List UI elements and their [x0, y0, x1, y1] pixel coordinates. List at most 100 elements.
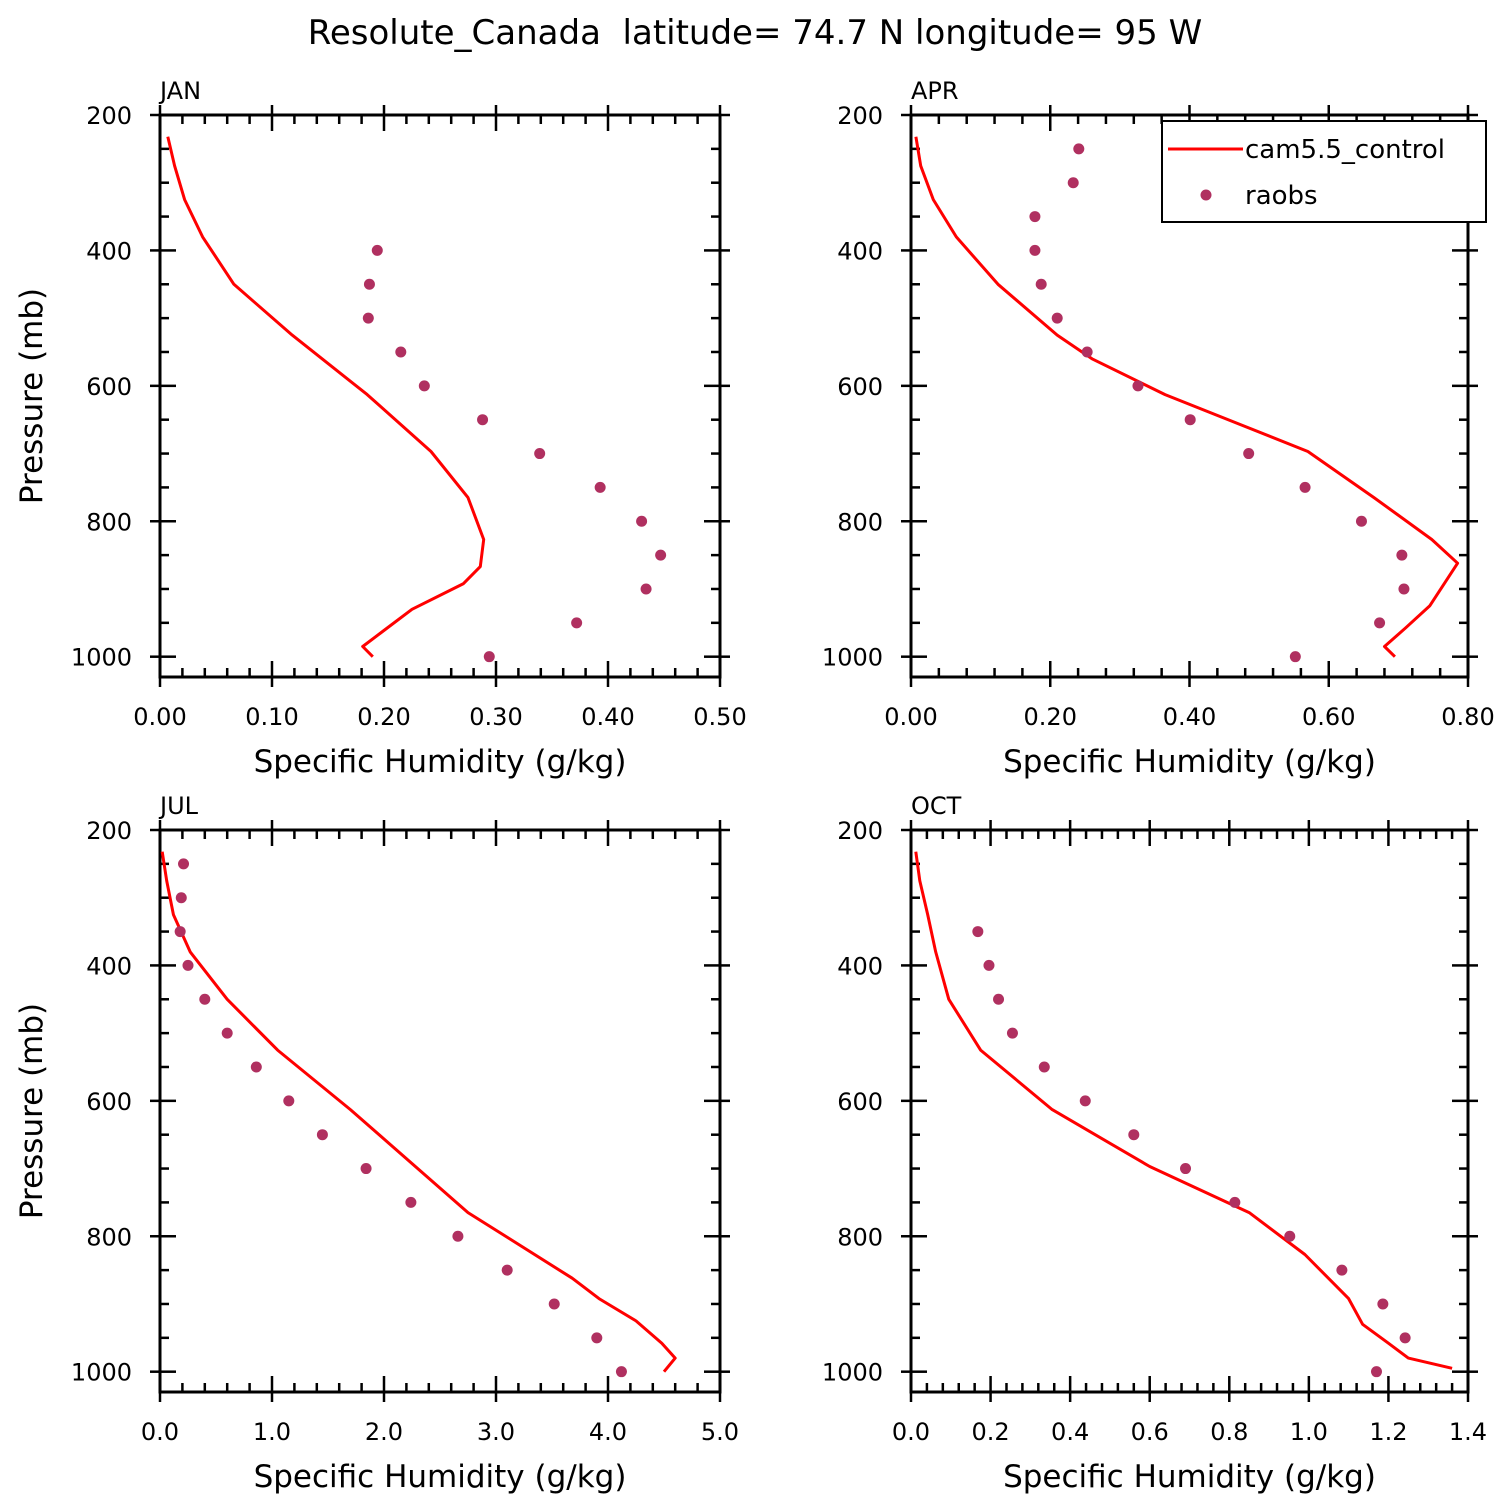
- plot-frame: [158, 113, 722, 679]
- obs-point: [1229, 1196, 1241, 1208]
- obs-point: [199, 993, 211, 1005]
- obs-point: [655, 549, 667, 561]
- y-tick-label: 600: [86, 1088, 132, 1116]
- model-line: [166, 136, 486, 658]
- obs-point: [571, 617, 583, 629]
- obs-point: [1355, 515, 1367, 527]
- x-tick-label: 3.0: [477, 1418, 515, 1446]
- y-tick-label: 800: [837, 508, 883, 536]
- panel-label: OCT: [911, 792, 962, 820]
- obs-point: [1006, 1027, 1018, 1039]
- x-tick-label: 1.0: [253, 1418, 291, 1446]
- obs-point: [1035, 278, 1047, 290]
- x-tick-label: 0.00: [884, 703, 937, 731]
- obs-point: [1299, 481, 1311, 493]
- x-tick-label: 0.30: [469, 703, 522, 731]
- y-tick-label: 400: [837, 237, 883, 265]
- y-tick-label: 200: [837, 817, 883, 845]
- x-tick-label: 5.0: [701, 1418, 739, 1446]
- panel-jan: JAN 200 400 600 800 1000 0.00 0.10 0.20 0.30 0.40 0…: [14, 77, 747, 780]
- x-tick-label: 2.0: [365, 1418, 403, 1446]
- model-line: [914, 136, 1460, 658]
- x-tick-label: 0.50: [693, 703, 746, 731]
- obs-point: [983, 959, 995, 971]
- obs-point: [371, 244, 383, 256]
- obs-point: [395, 346, 407, 358]
- x-tick-label: 0.8: [1210, 1418, 1248, 1446]
- y-tick-label: 800: [86, 1223, 132, 1251]
- obs-point: [1374, 617, 1386, 629]
- x-tick-label: 1.0: [1290, 1418, 1328, 1446]
- y-axis-label: Pressure (mb): [14, 1003, 50, 1219]
- x-tick-label: 1.2: [1369, 1418, 1407, 1446]
- obs-point: [363, 278, 375, 290]
- legend-dot-swatch: [1200, 189, 1212, 201]
- obs-point: [182, 959, 194, 971]
- obs-point: [418, 380, 430, 392]
- obs-point: [316, 1129, 328, 1141]
- x-tick-label: 0.6: [1131, 1418, 1169, 1446]
- obs-point: [636, 515, 648, 527]
- obs-point: [501, 1264, 513, 1276]
- obs-point: [640, 583, 652, 595]
- obs-point: [1128, 1129, 1140, 1141]
- obs-point: [1399, 1332, 1411, 1344]
- x-tick-label: 0.60: [1302, 703, 1355, 731]
- legend-box: [1161, 120, 1487, 223]
- obs-point: [548, 1298, 560, 1310]
- x-tick-label: 0.20: [357, 703, 410, 731]
- obs-point: [250, 1061, 262, 1073]
- x-axis-label: Specific Humidity (g/kg): [1003, 1459, 1376, 1495]
- x-tick-label: 1.4: [1449, 1418, 1487, 1446]
- obs-point: [1243, 448, 1255, 460]
- obs-point: [1398, 583, 1410, 595]
- y-tick-label: 200: [837, 102, 883, 130]
- y-tick-label: 1000: [822, 644, 883, 672]
- obs-point: [1051, 312, 1063, 324]
- obs-point: [178, 858, 190, 870]
- x-tick-label: 0.10: [245, 703, 298, 731]
- obs-point: [591, 1332, 603, 1344]
- x-tick-label: 0.20: [1024, 703, 1077, 731]
- obs-point: [993, 993, 1005, 1005]
- x-tick-label: 0.40: [581, 703, 634, 731]
- x-tick-label: 0.80: [1441, 703, 1494, 731]
- x-axis-label: Specific Humidity (g/kg): [254, 1459, 627, 1495]
- x-axis-label: Specific Humidity (g/kg): [1003, 744, 1376, 780]
- y-tick-label: 400: [837, 952, 883, 980]
- obs-point: [477, 414, 489, 426]
- obs-point: [1289, 651, 1301, 663]
- obs-point: [534, 448, 546, 460]
- figure-title: Resolute_Canada latitude= 74.7 N longitu…: [308, 13, 1202, 53]
- obs-point: [1081, 346, 1093, 358]
- y-tick-label: 600: [837, 373, 883, 401]
- obs-point: [1377, 1298, 1389, 1310]
- panel-label: JAN: [158, 77, 201, 105]
- obs-point: [175, 892, 187, 904]
- obs-point: [174, 926, 186, 938]
- obs-point: [1038, 1061, 1050, 1073]
- x-tick-label: 0.0: [141, 1418, 179, 1446]
- x-tick-label: 0.40: [1163, 703, 1216, 731]
- panel-label: APR: [911, 77, 959, 105]
- y-tick-label: 400: [86, 237, 132, 265]
- y-tick-label: 1000: [71, 1359, 132, 1387]
- obs-point: [1370, 1366, 1382, 1378]
- obs-point: [972, 926, 984, 938]
- obs-point: [1073, 143, 1085, 155]
- x-tick-label: 0.00: [133, 703, 186, 731]
- x-tick-label: 4.0: [589, 1418, 627, 1446]
- panel-oct: OCT 200 400 600 800 1000 0.0 0.2 0.4 0.6 0.8 1.0 1.2…: [822, 792, 1487, 1495]
- y-tick-label: 1000: [822, 1359, 883, 1387]
- y-tick-label: 600: [86, 373, 132, 401]
- obs-point: [452, 1230, 464, 1242]
- obs-point: [1079, 1095, 1091, 1107]
- obs-point: [405, 1196, 417, 1208]
- obs-point: [483, 651, 495, 663]
- y-tick-label: 800: [837, 1223, 883, 1251]
- obs-point: [1284, 1230, 1296, 1242]
- obs-point: [360, 1163, 372, 1175]
- plot-frame: [909, 828, 1470, 1394]
